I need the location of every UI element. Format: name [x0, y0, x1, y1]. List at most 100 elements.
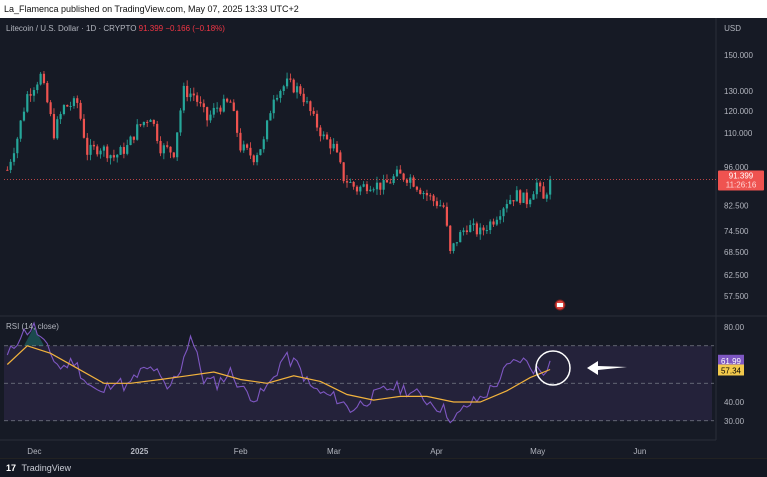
candle-body	[462, 230, 465, 233]
candle-body	[442, 205, 445, 207]
candle-body	[255, 155, 259, 163]
candle-body	[435, 201, 439, 206]
candle-body	[36, 84, 39, 91]
candle-body	[62, 105, 66, 115]
candle-body	[189, 93, 192, 98]
candle-body	[19, 120, 22, 139]
candle-body	[465, 230, 468, 233]
candle-body	[299, 86, 302, 94]
candle-body	[275, 97, 279, 100]
candle-body	[66, 105, 69, 107]
candle-body	[166, 145, 169, 147]
candle-body	[126, 145, 129, 154]
time-axis-label: Jun	[633, 447, 646, 456]
candle-body	[49, 102, 52, 115]
rsi-ma-tag-text: 57.34	[721, 366, 742, 375]
candle-body	[249, 147, 252, 156]
rsi-axis-label: 80.00	[724, 323, 745, 332]
candle-body	[495, 219, 498, 225]
candle-body	[112, 155, 115, 158]
candle-body	[525, 192, 528, 205]
price-axis-label: 68.500	[724, 248, 749, 257]
candle-body	[382, 180, 385, 190]
candle-body	[259, 149, 262, 156]
time-axis-label: Apr	[430, 447, 443, 456]
candle-body	[116, 154, 119, 158]
rsi-value-tag	[718, 354, 744, 366]
candle-body	[202, 103, 205, 108]
candle-body	[509, 200, 512, 205]
candle-body	[319, 127, 322, 137]
rsi-ma-line	[6, 345, 551, 403]
candle-body	[539, 182, 542, 187]
candle-body	[452, 243, 455, 251]
candle-body	[519, 190, 522, 203]
candle-body	[472, 223, 475, 226]
last-price-tag-value: 91.399	[729, 172, 754, 181]
candle-body	[432, 195, 435, 202]
price-axis-label: 96.000	[724, 163, 749, 172]
candle-body	[9, 161, 12, 170]
candle-body	[409, 177, 412, 183]
candle-body	[76, 98, 79, 103]
candle-body	[149, 119, 152, 122]
candle-body	[429, 195, 432, 197]
candle-body	[89, 144, 92, 155]
candle-body	[529, 199, 532, 205]
candle-body	[206, 107, 209, 121]
candle-body	[449, 225, 452, 251]
candle-body	[305, 101, 309, 103]
candle-body	[269, 113, 272, 121]
candle-body	[106, 146, 109, 159]
candle-body	[545, 194, 548, 199]
time-axis-label: 2025	[131, 447, 149, 456]
candle-body	[26, 94, 29, 112]
candle-body	[229, 101, 232, 103]
candle-body	[479, 227, 482, 235]
candle-body	[212, 107, 215, 115]
candle-body	[22, 111, 26, 121]
candle-body	[32, 90, 36, 96]
candle-body	[352, 181, 355, 187]
symbol-label: Litecoin / U.S. Dollar · 1D · CRYPTO	[6, 24, 137, 33]
candle-body	[12, 153, 16, 162]
candle-body	[192, 93, 195, 96]
candle-body	[362, 184, 365, 187]
candle-body	[325, 134, 329, 140]
candle-body	[132, 136, 135, 140]
candle-body	[285, 78, 289, 87]
price-axis-label: 120.000	[724, 107, 753, 116]
candle-body	[295, 86, 299, 93]
time-axis-label: Mar	[327, 447, 341, 456]
price-axis-label: 57.500	[724, 292, 749, 301]
rsi-axis-label: 40.00	[724, 398, 745, 407]
candle-body	[96, 146, 99, 155]
publisher-bar: La_Flamenca published on TradingView.com…	[0, 0, 767, 18]
price-axis-label: 62.500	[724, 271, 749, 280]
candle-body	[6, 169, 9, 171]
candle-body	[369, 189, 372, 192]
last-price-tag-countdown: 11:26:16	[726, 181, 757, 190]
candle-body	[282, 86, 285, 91]
candle-body	[216, 107, 219, 109]
chart-area[interactable]	[0, 18, 767, 458]
candle-body	[102, 146, 106, 151]
candle-body	[239, 132, 242, 151]
price-axis-label: 130.000	[724, 87, 753, 96]
time-axis-label: May	[530, 447, 545, 456]
annotation-circle	[535, 350, 571, 386]
time-axis-label: Dec	[27, 447, 41, 456]
candle-body	[395, 169, 399, 177]
candle-body	[56, 119, 59, 139]
price-axis-label: 150.000	[724, 51, 753, 60]
price-axis-label: 82.500	[724, 201, 749, 210]
candle-body	[445, 206, 449, 226]
candle-body	[302, 93, 305, 103]
footer: 17 TradingView	[0, 458, 767, 477]
candle-body	[136, 124, 139, 140]
candle-body	[52, 114, 56, 139]
candle-body	[156, 123, 159, 141]
candle-body	[169, 146, 172, 153]
candle-body	[92, 144, 96, 147]
